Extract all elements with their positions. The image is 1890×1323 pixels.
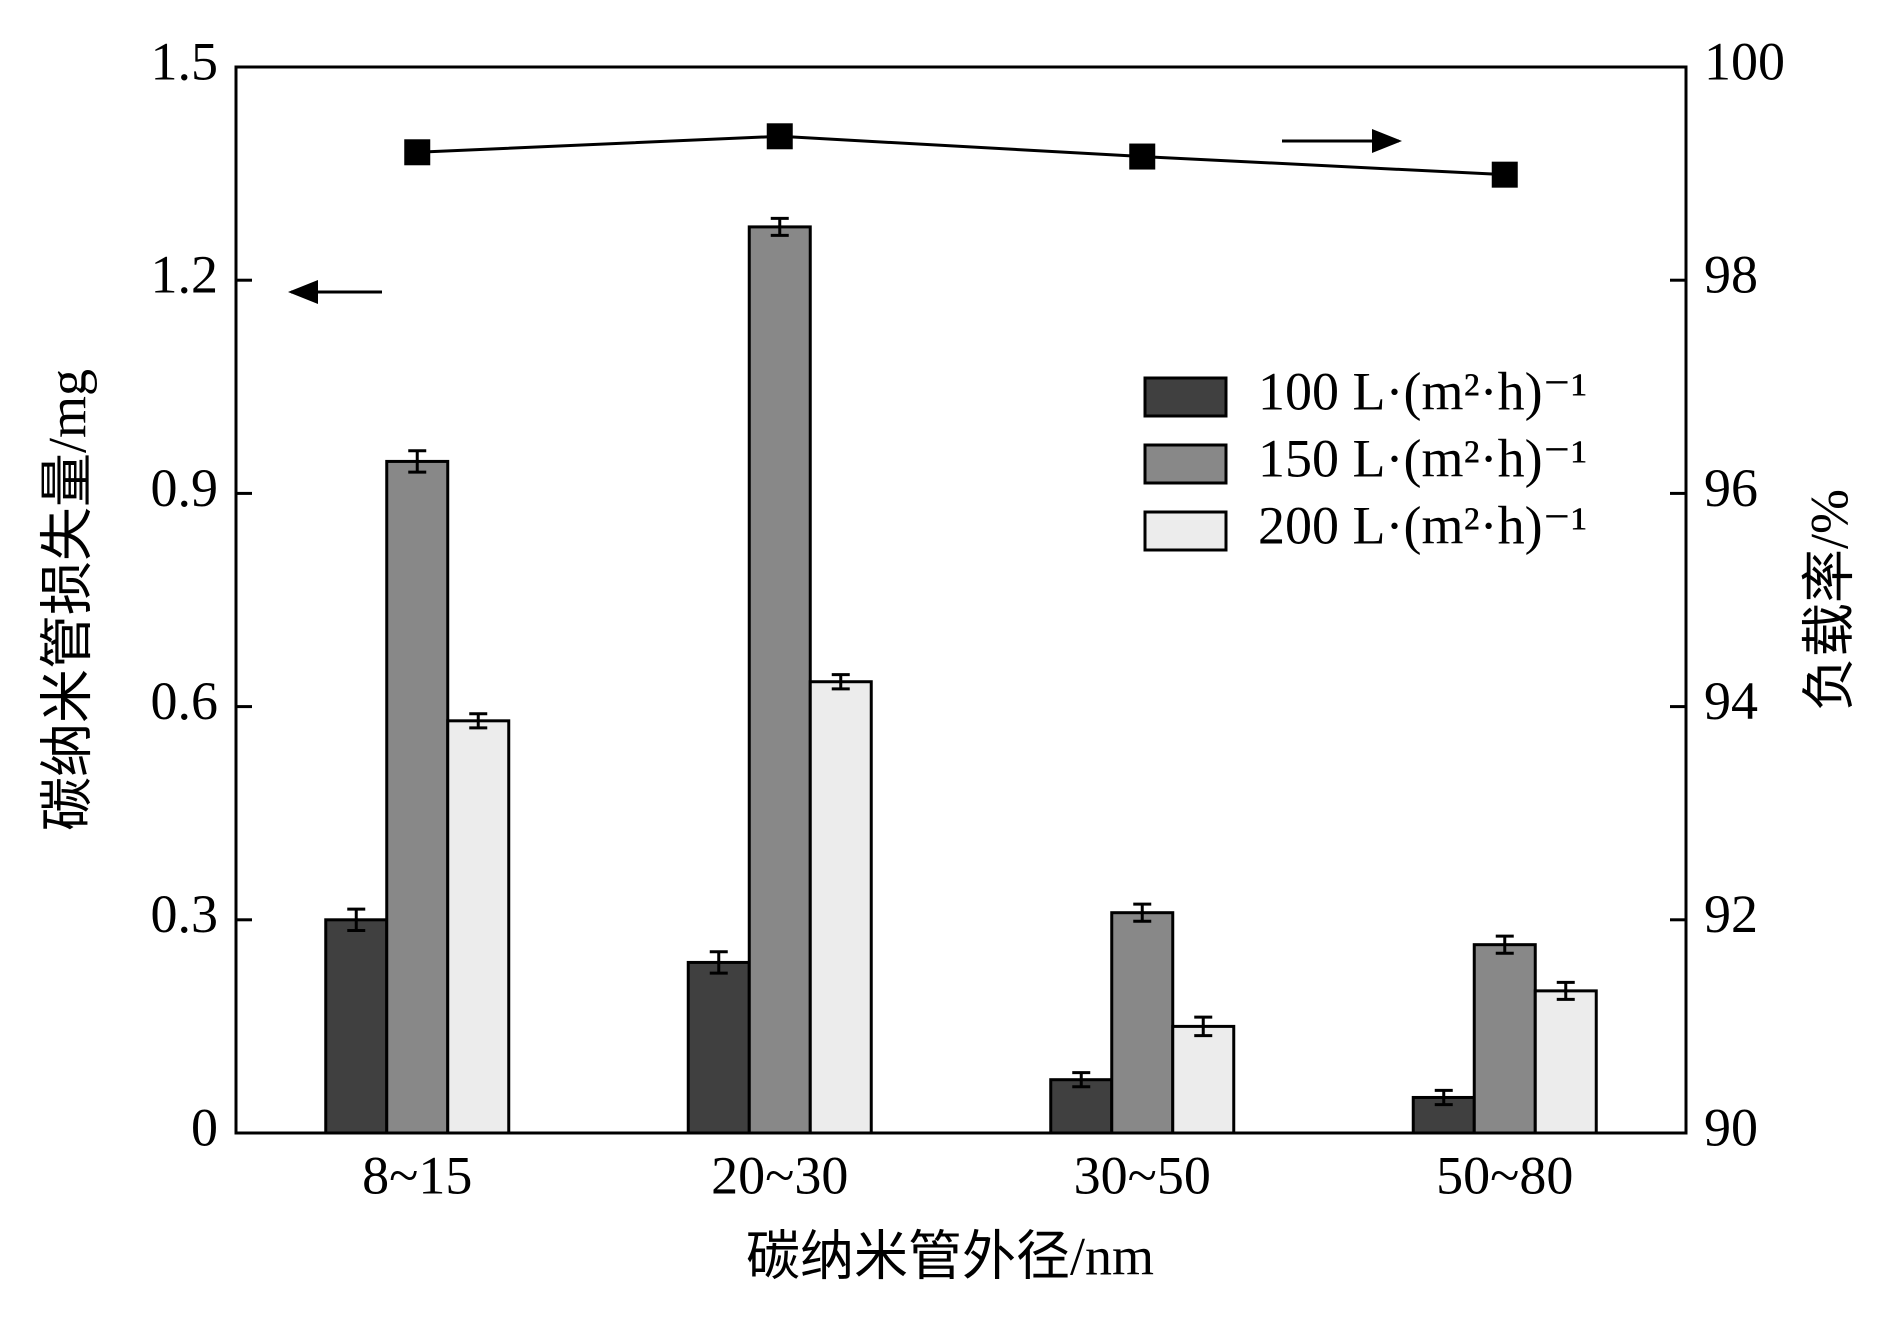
legend-swatch bbox=[1143, 443, 1228, 485]
legend-swatch bbox=[1143, 376, 1228, 418]
line bbox=[417, 134, 1505, 177]
marker bbox=[1129, 143, 1156, 170]
x-axis-title: 碳纳米管外径/nm bbox=[746, 1226, 1154, 1286]
y2-tick-label: 98 bbox=[1704, 245, 1758, 305]
legend-swatch bbox=[1143, 510, 1228, 552]
bar bbox=[385, 459, 450, 1135]
bar bbox=[686, 960, 751, 1135]
y2-tick-label: 90 bbox=[1704, 1097, 1758, 1157]
legend-label: 200 L·(m²·h)⁻¹ bbox=[1258, 495, 1587, 555]
y-tick-label: 0.3 bbox=[151, 884, 219, 944]
x-tick-label: 30~50 bbox=[1074, 1145, 1211, 1205]
plot-frame bbox=[234, 65, 1688, 1135]
legend-label: 150 L·(m²·h)⁻¹ bbox=[1258, 428, 1587, 488]
y-tick-label: 1.5 bbox=[151, 31, 219, 91]
marker bbox=[1491, 161, 1518, 188]
y2-tick-label: 94 bbox=[1704, 671, 1758, 731]
error-bar bbox=[1495, 934, 1514, 955]
bar bbox=[1472, 943, 1537, 1135]
x-tick-label: 20~30 bbox=[711, 1145, 848, 1205]
legend-label: 100 L·(m²·h)⁻¹ bbox=[1258, 361, 1587, 421]
error-bar bbox=[347, 907, 366, 932]
error-bar bbox=[408, 449, 427, 474]
y2-axis-title: 负载率/% bbox=[1799, 489, 1859, 711]
error-bar bbox=[1434, 1088, 1453, 1107]
error-bar bbox=[770, 216, 789, 237]
bar bbox=[1533, 989, 1598, 1135]
y2-tick-label: 92 bbox=[1704, 884, 1758, 944]
x-tick-label: 8~15 bbox=[362, 1145, 472, 1205]
y-tick-label: 0.9 bbox=[151, 458, 219, 518]
marker bbox=[766, 123, 793, 150]
y-tick-label: 0.6 bbox=[151, 671, 219, 731]
y2-tick-label: 100 bbox=[1704, 31, 1785, 91]
x-tick-label: 50~80 bbox=[1436, 1145, 1573, 1205]
bar bbox=[747, 225, 812, 1135]
bar bbox=[324, 918, 389, 1135]
marker bbox=[404, 139, 431, 166]
error-bar bbox=[831, 673, 850, 691]
error-bar bbox=[1556, 980, 1575, 1001]
y-axis-title: 碳纳米管损失量/mg bbox=[37, 369, 97, 831]
error-bar bbox=[1072, 1071, 1091, 1089]
y2-tick-label: 96 bbox=[1704, 458, 1758, 518]
bar bbox=[446, 719, 511, 1135]
error-bar bbox=[709, 950, 728, 975]
error-bar bbox=[1133, 902, 1152, 923]
bar bbox=[1171, 1024, 1236, 1135]
y-tick-label: 1.2 bbox=[151, 245, 219, 305]
bar bbox=[1110, 911, 1175, 1135]
y-tick-label: 0 bbox=[191, 1097, 218, 1157]
bar bbox=[808, 680, 873, 1135]
error-bar bbox=[469, 712, 488, 730]
error-bar bbox=[1194, 1015, 1213, 1038]
